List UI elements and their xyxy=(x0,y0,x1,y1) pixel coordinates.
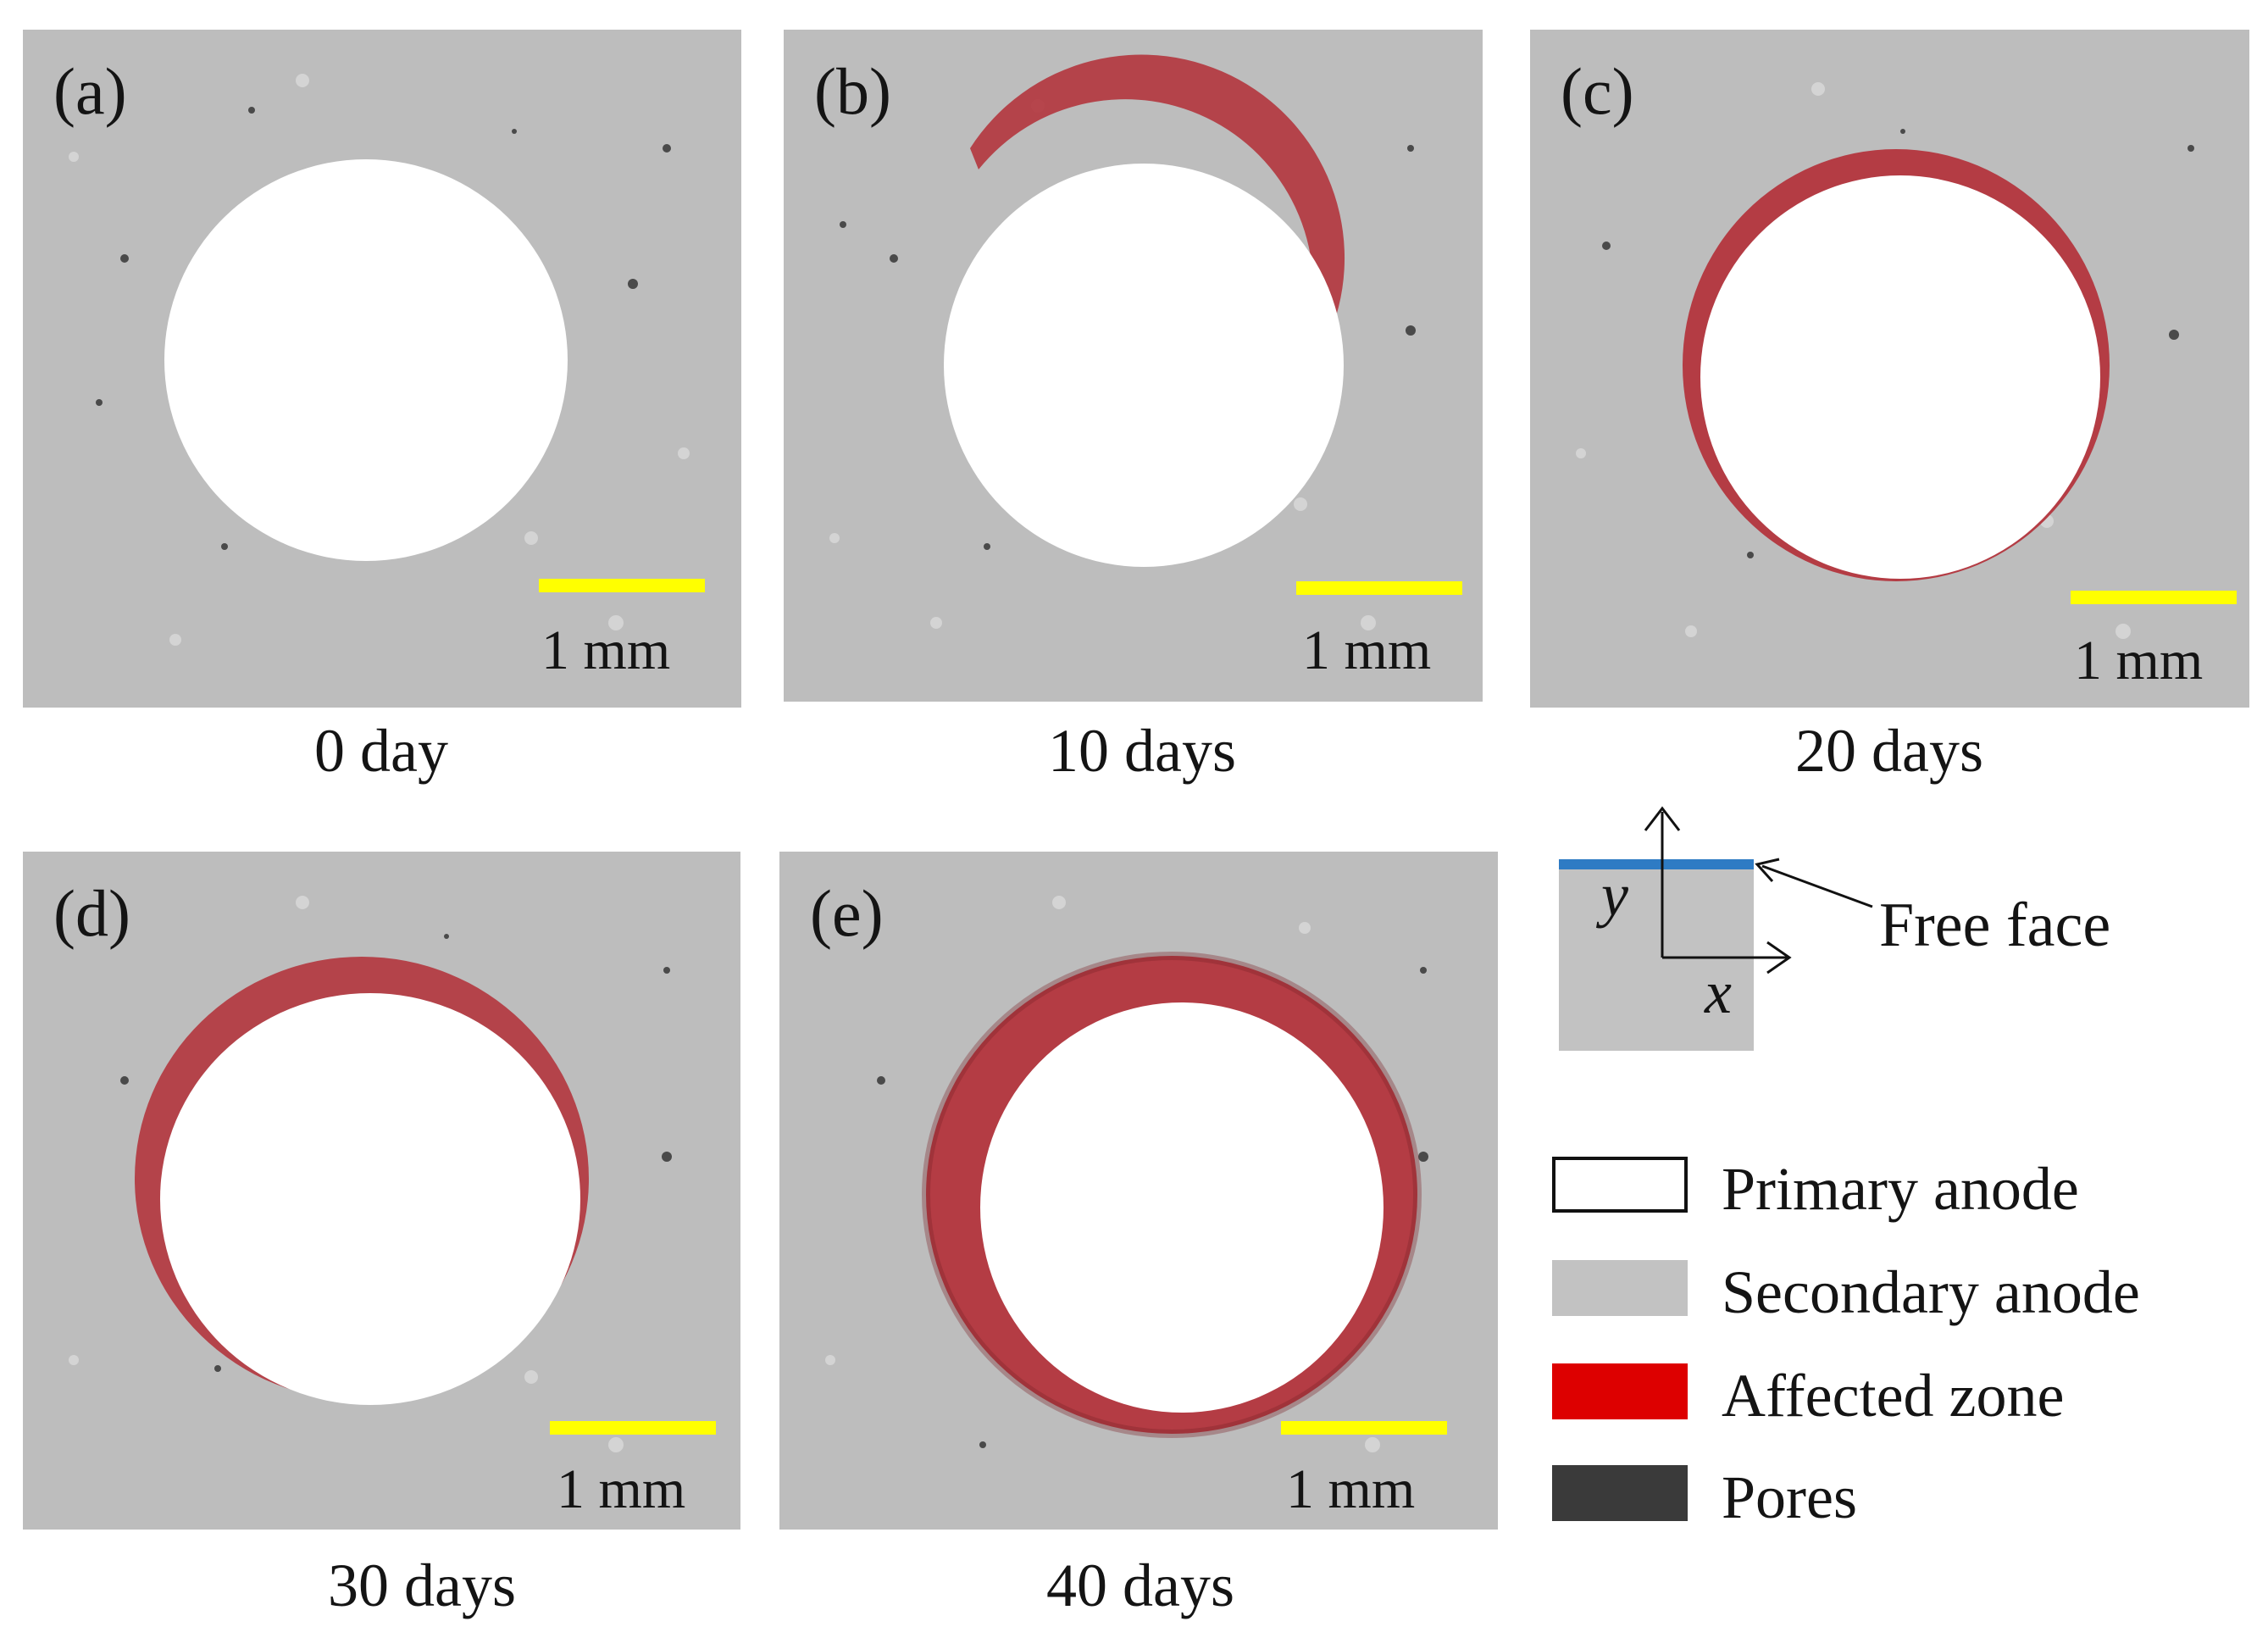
panel-label: (a) xyxy=(53,54,127,128)
scale-bar-label: 1 mm xyxy=(541,619,671,681)
micrograph-panel-a: (a) 1 mm xyxy=(23,30,741,708)
panel-caption: 20 days xyxy=(1795,717,1983,785)
free-face-pointer xyxy=(1761,864,1873,908)
micrograph-panel-c: (c) 1 mm xyxy=(1530,30,2249,708)
panel-label: (d) xyxy=(53,876,130,950)
panel-caption: 0 day xyxy=(314,717,448,785)
legend-label: Secondary anode xyxy=(1722,1258,2140,1326)
scale-bar-label: 1 mm xyxy=(1302,619,1432,681)
micrograph-image-b xyxy=(784,30,1483,702)
panel-label: (e) xyxy=(810,876,884,950)
y-axis-label: y xyxy=(1601,861,1628,929)
micrograph-panel-b: (b) 1 mm xyxy=(784,30,1483,702)
scale-bar xyxy=(1281,1421,1447,1435)
panel-caption: 30 days xyxy=(328,1552,516,1619)
panel-caption: 10 days xyxy=(1048,717,1236,785)
panel-caption: 40 days xyxy=(1046,1552,1234,1619)
legend-label: Primary anode xyxy=(1722,1155,2079,1223)
scale-bar xyxy=(539,579,705,592)
legend-swatch xyxy=(1552,1363,1688,1419)
scale-bar xyxy=(2071,591,2237,604)
coordinate-diagram xyxy=(1559,806,1873,1051)
panel-label: (c) xyxy=(1561,54,1634,128)
legend-swatch xyxy=(1552,1157,1688,1213)
x-axis-label: x xyxy=(1705,958,1732,1026)
coordinate-inset xyxy=(1550,797,2143,1059)
scale-bar xyxy=(1296,581,1462,595)
legend-swatch xyxy=(1552,1465,1688,1521)
micrograph-panel-e: (e) 1 mm xyxy=(779,852,1498,1530)
free-face-label: Free face xyxy=(1879,891,2111,960)
scale-bar xyxy=(550,1421,716,1435)
micrograph-image-e xyxy=(779,852,1498,1530)
scale-bar-label: 1 mm xyxy=(1286,1458,1416,1520)
legend-label: Pores xyxy=(1722,1463,1857,1531)
micrograph-panel-d: (d) 1 mm xyxy=(23,852,740,1530)
micrograph-image-d xyxy=(23,852,740,1530)
scale-bar-label: 1 mm xyxy=(2074,630,2204,691)
scale-bar-label: 1 mm xyxy=(557,1458,686,1520)
legend-label: Affected zone xyxy=(1722,1362,2065,1430)
micrograph-image-c xyxy=(1530,30,2249,708)
panel-label: (b) xyxy=(814,54,891,128)
micrograph-image-a xyxy=(23,30,741,708)
legend-swatch xyxy=(1552,1260,1688,1316)
